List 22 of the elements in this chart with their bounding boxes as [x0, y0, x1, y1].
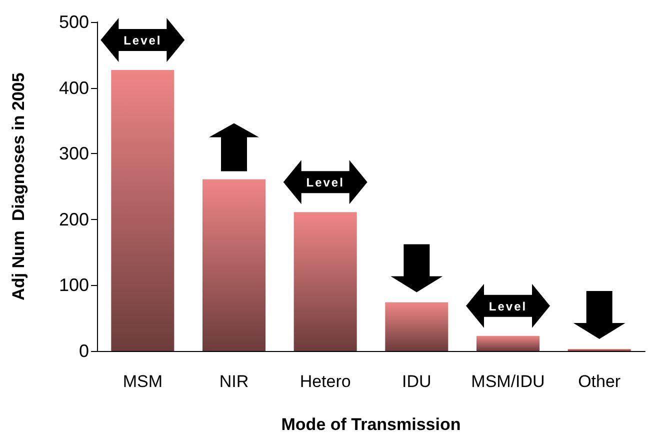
- x-axis-title: Mode of Transmission: [281, 415, 461, 434]
- x-tick-label: MSM: [122, 372, 163, 391]
- annotation: Level: [488, 299, 528, 314]
- annotation: Level: [124, 34, 162, 48]
- y-tick-label: 500: [58, 12, 89, 32]
- x-tick-label: IDU: [402, 372, 432, 391]
- x-tick-label: Hetero: [300, 372, 351, 391]
- x-tick-label: Other: [578, 372, 621, 391]
- bar: [202, 179, 266, 351]
- x-tick-label: MSM/IDU: [471, 372, 545, 391]
- y-tick-label: 300: [58, 144, 89, 164]
- annotation: Level: [306, 176, 344, 190]
- y-tick-label: 0: [78, 341, 89, 361]
- y-tick-label: 400: [58, 78, 89, 98]
- bar: [294, 212, 357, 351]
- y-axis-title: Adj Num Diagnoses in 2005: [9, 72, 28, 300]
- x-tick-label: NIR: [219, 372, 249, 391]
- bar: [476, 336, 540, 351]
- bar: [111, 70, 174, 351]
- y-tick-label: 200: [58, 209, 89, 230]
- bar: [385, 302, 448, 351]
- y-tick-label: 100: [58, 275, 89, 296]
